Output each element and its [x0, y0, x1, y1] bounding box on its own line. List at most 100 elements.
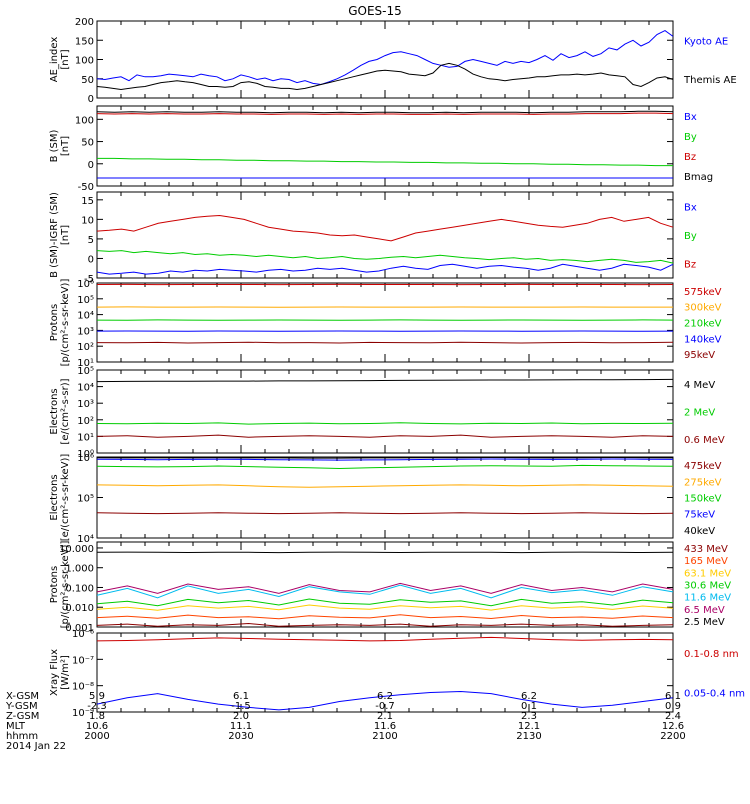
- y-tick-label: 10²: [77, 342, 94, 353]
- y-tick-label: 10³: [77, 399, 94, 410]
- y-tick-label: 10⁵: [77, 366, 94, 377]
- series-line: [97, 513, 673, 514]
- y-tick-label: 50: [81, 138, 94, 149]
- series-line: [97, 615, 673, 619]
- series-line: [97, 251, 673, 264]
- y-axis-label: Protons[p/(cm²-s-sr-keV)]: [49, 541, 71, 629]
- legend-entry: Bz: [684, 152, 696, 163]
- panel-frame: [97, 192, 673, 278]
- series-line: [97, 423, 673, 424]
- series-line: [97, 63, 673, 89]
- legend-entry: Bx: [684, 202, 697, 213]
- legend-entry: 4 MeV: [684, 380, 715, 391]
- y-axis-label-line: [e/(cm²-s-sr)]: [60, 378, 71, 444]
- legend-entry: By: [684, 231, 697, 242]
- y-axis-label-line: B (SM)-IGRF (SM): [49, 192, 60, 278]
- y-tick-label: 0: [88, 94, 94, 105]
- footer-row-value: 2100: [372, 731, 397, 742]
- y-tick-label: 10⁻⁷: [72, 655, 94, 666]
- legend-entry: 150keV: [684, 494, 722, 505]
- legend-entry: 95keV: [684, 350, 715, 361]
- y-axis-label-line: Protons: [49, 304, 60, 341]
- legend-entry: 475keV: [684, 461, 722, 472]
- y-axis-label-line: Electrons: [49, 474, 60, 520]
- panel-frame: [97, 542, 673, 627]
- series-line: [97, 583, 673, 593]
- legend-entry: 300keV: [684, 303, 722, 314]
- legend-entry: 30.6 MeV: [684, 581, 731, 592]
- footer-row-value: 2130: [516, 731, 541, 742]
- y-tick-label: 10⁴: [77, 383, 94, 394]
- series-line: [97, 552, 673, 553]
- y-tick-label: 10¹: [77, 432, 94, 443]
- series-line: [97, 31, 673, 85]
- panel-frame: [97, 21, 673, 98]
- legend-entry: 75keV: [684, 510, 715, 521]
- legend-entry: 210keV: [684, 319, 722, 330]
- series-line: [97, 599, 673, 606]
- series-line: [97, 379, 673, 381]
- y-axis-label-line: Electrons: [49, 388, 60, 434]
- series-line: [97, 216, 673, 241]
- y-tick-label: 100: [75, 115, 94, 126]
- footer-row-value: 2000: [84, 731, 109, 742]
- legend-entry: 575keV: [684, 287, 722, 298]
- y-tick-label: 10⁻⁶: [72, 629, 94, 640]
- legend-entry: Themis AE: [683, 75, 737, 86]
- panel-frame: [97, 370, 673, 453]
- panel-frame: [97, 106, 673, 186]
- legend-entry: 11.6 MeV: [684, 593, 731, 604]
- legend-entry: By: [684, 132, 697, 143]
- series-line: [97, 585, 673, 598]
- legend-entry: 0.1-0.8 nm: [684, 649, 739, 660]
- y-axis-label-line: [nT]: [60, 49, 71, 69]
- y-tick-label: 200: [75, 17, 94, 28]
- y-axis-label: Electrons[e/(cm²-s-sr-keV)]: [49, 454, 71, 542]
- legend-entry: 165 MeV: [684, 556, 728, 567]
- legend-entry: Bmag: [684, 172, 713, 183]
- legend-entry: 0.6 MeV: [684, 435, 725, 446]
- legend-entry: 63.1 MeV: [684, 568, 731, 579]
- legend-entry: 40keV: [684, 526, 715, 537]
- y-tick-label: 10²: [77, 416, 94, 427]
- y-tick-label: 100: [75, 56, 94, 67]
- y-axis-label: Protons[p/(cm²-s-sr-keV)]: [49, 279, 71, 367]
- y-axis-label-line: [nT]: [60, 136, 71, 156]
- y-axis-label: B (SM)-IGRF (SM)[nT]: [49, 192, 71, 278]
- y-tick-label: -50: [78, 182, 94, 193]
- y-axis-label: Electrons[e/(cm²-s-sr)]: [49, 378, 71, 444]
- y-axis-label: B (SM)[nT]: [49, 129, 71, 162]
- legend-entry: Bx: [684, 112, 697, 123]
- footer-row-value: 2200: [660, 731, 685, 742]
- y-tick-label: 50: [81, 75, 94, 86]
- y-tick-label: 0: [88, 254, 94, 265]
- y-axis-label-line: [p/(cm²-s-sr-keV)]: [60, 541, 71, 629]
- legend-entry: 275keV: [684, 477, 722, 488]
- y-axis-label-line: B (SM): [49, 129, 60, 162]
- legend-entry: 0.05-0.4 nm: [684, 688, 745, 699]
- y-tick-label: 150: [75, 36, 94, 47]
- legend-entry: 6.5 MeV: [684, 605, 725, 616]
- footer-date: 2014 Jan 22: [6, 741, 66, 752]
- legend-entry: Bz: [684, 260, 696, 271]
- y-axis-label-line: [nT]: [60, 225, 71, 245]
- y-tick-label: 5: [88, 235, 94, 246]
- y-axis-label-line: Xray Flux: [49, 649, 60, 696]
- y-axis-label-line: Protons: [49, 566, 60, 603]
- series-line: [97, 485, 673, 487]
- y-axis-label: Xray Flux[W/m²]: [49, 649, 71, 696]
- legend-entry: Kyoto AE: [684, 36, 728, 47]
- y-axis-label-line: [e/(cm²-s-sr-keV)]: [60, 454, 71, 542]
- series-line: [97, 342, 673, 343]
- series-line: [97, 435, 673, 437]
- chart-title: GOES-15: [348, 4, 402, 18]
- footer-row-value: 2030: [228, 731, 253, 742]
- y-axis-label-line: AE_index: [49, 37, 60, 83]
- legend-entry: 433 MeV: [684, 544, 728, 555]
- series-line: [97, 605, 673, 610]
- y-tick-label: 10⁵: [77, 494, 94, 505]
- y-tick-label: 10⁴: [77, 311, 94, 322]
- y-axis-label-line: [p/(cm²-s-sr-keV)]: [60, 279, 71, 367]
